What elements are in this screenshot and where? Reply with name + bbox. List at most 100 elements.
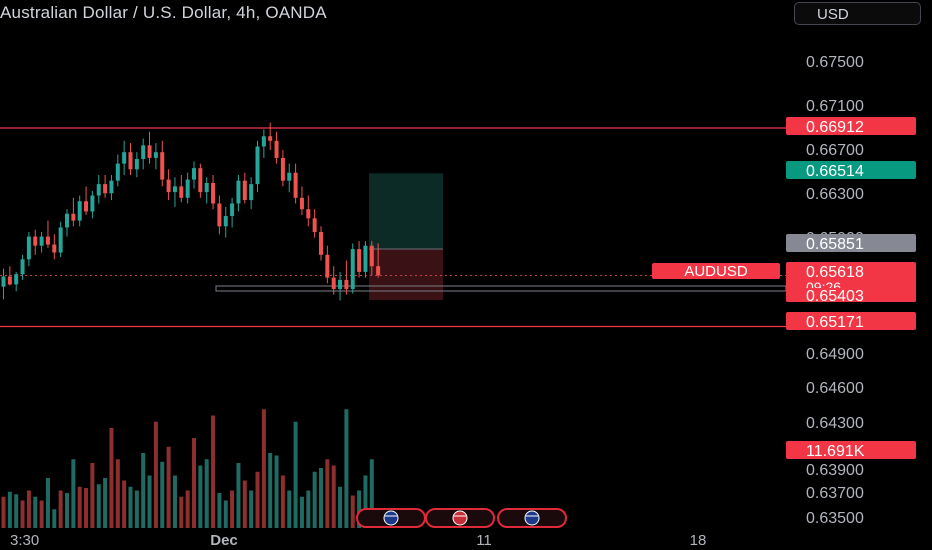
volume-bar	[109, 428, 114, 528]
volume-bar	[198, 465, 203, 528]
candle	[96, 175, 101, 204]
price-tick: 0.66700	[806, 142, 864, 159]
volume-bar	[77, 486, 82, 528]
candle-body	[96, 184, 101, 196]
candle-body	[198, 168, 203, 193]
volume-bar	[287, 490, 292, 528]
candle	[7, 266, 12, 286]
volume-bar	[52, 509, 57, 528]
candle-body	[255, 146, 260, 185]
candle-body	[236, 180, 241, 204]
candle	[122, 140, 127, 175]
current-price-label: 0.65618	[806, 264, 864, 281]
candle-body	[147, 145, 152, 158]
volume-bar	[211, 415, 216, 528]
candle-body	[128, 152, 133, 170]
australia-flag-icon[interactable]	[356, 508, 426, 528]
candlestick-series	[1, 122, 381, 301]
volume-bar	[65, 493, 69, 528]
currency-button[interactable]: USD	[794, 2, 921, 25]
volume-bar	[26, 490, 31, 528]
candle-body	[192, 168, 196, 180]
flag-disc	[452, 510, 468, 526]
volume-bar	[344, 409, 349, 528]
candle-body	[293, 172, 298, 198]
candle-body	[1, 276, 6, 287]
candle	[230, 197, 235, 228]
upper-line-label-bg	[786, 117, 916, 135]
time-axis[interactable]: 3:30 Dec 11 18	[10, 532, 706, 549]
candle	[249, 177, 254, 210]
candle	[312, 209, 317, 238]
price-tick: 0.64600	[806, 380, 864, 397]
candle-body	[7, 276, 12, 285]
time-tick: 3:30	[10, 532, 39, 549]
time-tick: 11	[476, 532, 492, 549]
candle	[65, 209, 69, 237]
australia-flag-icon[interactable]	[497, 508, 567, 528]
long-position-tool[interactable]	[215, 173, 787, 301]
candle-body	[338, 279, 343, 289]
upper-line-label: 0.66912	[806, 119, 864, 136]
candle	[261, 129, 266, 158]
candle-body	[204, 182, 209, 193]
candle-body	[261, 136, 266, 147]
candle-body	[90, 195, 95, 212]
candle-body	[45, 236, 50, 245]
candle-body	[299, 197, 304, 210]
candle	[369, 241, 374, 276]
candle-body	[350, 249, 355, 289]
candle	[319, 226, 323, 261]
candle-body	[268, 136, 273, 141]
candle-body	[26, 236, 31, 260]
candle-body	[217, 203, 222, 227]
candle	[39, 232, 44, 253]
candle-body	[249, 184, 254, 201]
candle	[299, 186, 304, 215]
candle	[198, 163, 203, 198]
volume-bar	[39, 500, 44, 528]
candle-body	[179, 186, 184, 198]
candle	[160, 140, 165, 187]
volume-bar	[312, 471, 317, 528]
volume-bar	[357, 490, 362, 528]
candle	[211, 175, 216, 210]
range-box	[215, 285, 787, 292]
volume-bar	[115, 459, 120, 528]
candle	[128, 143, 133, 175]
usa-flag-icon[interactable]	[425, 508, 495, 528]
volume-bar	[249, 490, 254, 528]
candle	[84, 186, 89, 215]
candle	[147, 131, 152, 164]
candle	[134, 152, 139, 178]
volume-bar	[45, 478, 50, 528]
candle-body	[319, 232, 323, 255]
volume-bar	[14, 494, 19, 528]
candle	[287, 163, 292, 193]
volume-bar	[128, 486, 133, 528]
volume-bar	[274, 455, 279, 528]
price-tick: 0.67100	[806, 98, 864, 115]
candle-body	[153, 152, 158, 158]
loss-zone	[369, 248, 443, 301]
candle-body	[369, 245, 374, 267]
volume-bar	[369, 459, 374, 528]
candle-body	[306, 209, 311, 219]
volume-bar	[325, 459, 330, 528]
candle	[45, 220, 50, 248]
volume-bar	[268, 453, 273, 528]
chart-title: Australian Dollar / U.S. Dollar, 4h, OAN…	[0, 3, 327, 22]
candle-body	[20, 259, 25, 275]
candle	[52, 234, 57, 260]
volume-bar	[179, 496, 184, 528]
candle-body	[109, 180, 114, 194]
candle-body	[160, 152, 165, 180]
stop-loss-label: 0.65403	[806, 288, 864, 305]
volume-bar	[204, 459, 209, 528]
candle-body	[376, 266, 381, 276]
price-tick: 0.63700	[806, 485, 864, 502]
price-tick: 0.64900	[806, 346, 864, 363]
candle	[1, 268, 6, 300]
candle	[141, 138, 146, 170]
